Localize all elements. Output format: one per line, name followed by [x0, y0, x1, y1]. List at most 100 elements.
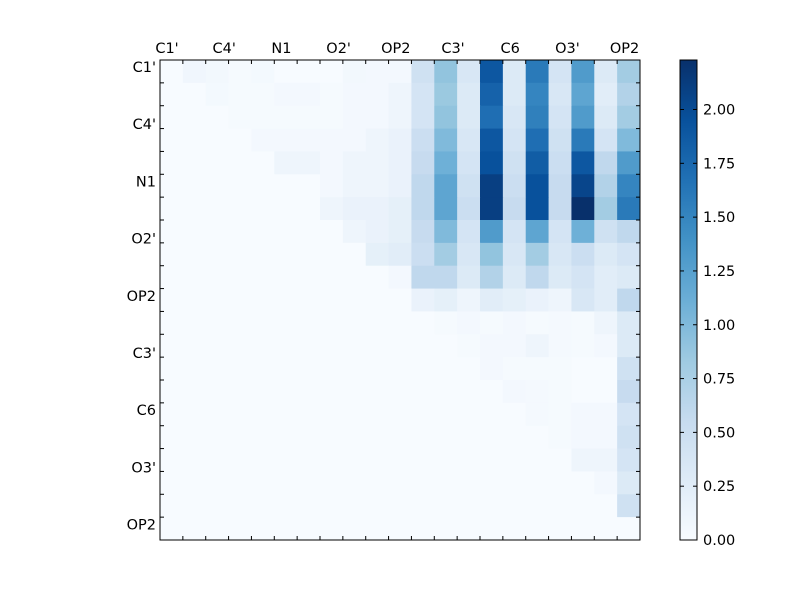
heatmap-cell — [160, 60, 184, 84]
heatmap-cell — [342, 105, 367, 129]
heatmap-cell — [251, 60, 275, 84]
y-tick-label: O2' — [131, 232, 156, 248]
heatmap-cell — [434, 197, 458, 221]
heatmap-cell — [617, 380, 641, 404]
heatmap-cell — [274, 151, 298, 175]
heatmap-cell — [525, 265, 549, 289]
heatmap-cell — [182, 334, 207, 358]
heatmap-cell — [434, 334, 458, 358]
heatmap-cell — [205, 517, 229, 541]
heatmap-cell — [434, 448, 458, 472]
heatmap-cell — [251, 517, 275, 541]
heatmap-cell — [228, 402, 252, 427]
colorbar-tick-label: 1.75 — [703, 156, 735, 172]
colorbar-tick-label: 0.75 — [703, 372, 735, 388]
heatmap-cell — [342, 357, 367, 381]
heatmap-cell — [274, 334, 298, 358]
heatmap-cell — [342, 60, 367, 84]
heatmap-cell — [274, 380, 298, 404]
heatmap-cell — [160, 334, 184, 358]
heatmap-cell — [342, 380, 367, 404]
heatmap-cell — [548, 334, 572, 358]
heatmap-cell — [182, 357, 207, 381]
heatmap-cell — [571, 334, 595, 358]
heatmap-cell — [571, 471, 595, 495]
x-tick-label: OP2 — [381, 41, 410, 57]
heatmap-cell — [365, 334, 389, 358]
heatmap-cell — [548, 197, 572, 221]
heatmap-cell — [457, 82, 481, 107]
heatmap-cell — [457, 151, 481, 175]
heatmap-cell — [342, 82, 367, 107]
heatmap-cell — [388, 151, 412, 175]
heatmap-cell — [274, 105, 298, 129]
heatmap-cell — [342, 197, 367, 221]
heatmap-cell — [251, 311, 275, 335]
heatmap-cell — [160, 471, 184, 495]
heatmap-cell — [594, 425, 618, 449]
heatmap-cell — [182, 425, 207, 449]
heatmap-cell — [434, 265, 458, 289]
heatmap-cell — [571, 242, 595, 267]
heatmap-cell — [502, 197, 527, 221]
heatmap-cell — [502, 265, 527, 289]
heatmap-cell — [411, 242, 435, 267]
heatmap-cell — [365, 60, 389, 84]
heatmap-cell — [594, 311, 618, 335]
heatmap-cell — [411, 105, 435, 129]
heatmap-cell — [228, 220, 252, 244]
heatmap-cell — [297, 60, 321, 84]
heatmap-cell — [228, 471, 252, 495]
heatmap-cell — [182, 471, 207, 495]
heatmap-cell — [160, 402, 184, 427]
heatmap-cell — [411, 197, 435, 221]
heatmap-cell — [182, 402, 207, 427]
heatmap-cell — [228, 265, 252, 289]
heatmap-cell — [388, 494, 412, 518]
heatmap-cell — [411, 174, 435, 198]
heatmap-cell — [594, 105, 618, 129]
heatmap-cell — [617, 448, 641, 472]
heatmap-cell — [457, 242, 481, 267]
heatmap-cell — [548, 471, 572, 495]
heatmap-cell — [320, 220, 344, 244]
heatmap-cell — [205, 60, 229, 84]
heatmap-cell — [388, 197, 412, 221]
heatmap-cell — [274, 60, 298, 84]
heatmap-cell — [205, 174, 229, 198]
heatmap-cell — [502, 82, 527, 107]
heatmap-cell — [182, 60, 207, 84]
heatmap-cell — [525, 311, 549, 335]
heatmap-cell — [434, 60, 458, 84]
heatmap-cell — [365, 357, 389, 381]
y-tick-label: OP2 — [127, 289, 156, 305]
heatmap-cell — [205, 105, 229, 129]
heatmap-cell — [525, 197, 549, 221]
heatmap-cell — [411, 517, 435, 541]
y-tick-label: C3' — [133, 346, 156, 362]
heatmap-cell — [411, 82, 435, 107]
heatmap-cell — [434, 174, 458, 198]
heatmap-cell — [571, 402, 595, 427]
heatmap-cell — [502, 334, 527, 358]
heatmap-cell — [251, 174, 275, 198]
heatmap-cell — [274, 288, 298, 312]
heatmap-cell — [480, 242, 504, 267]
heatmap-cell — [411, 60, 435, 84]
heatmap-cell — [160, 174, 184, 198]
heatmap-cell — [342, 265, 367, 289]
heatmap-cell — [480, 197, 504, 221]
heatmap-cell — [388, 242, 412, 267]
heatmap-cell — [205, 402, 229, 427]
heatmap-cell — [617, 128, 641, 152]
heatmap-cell — [228, 311, 252, 335]
heatmap-cell — [160, 197, 184, 221]
heatmap-cell — [594, 197, 618, 221]
heatmap-cell — [342, 128, 367, 152]
heatmap-cell — [205, 311, 229, 335]
heatmap-cell — [617, 151, 641, 175]
heatmap-cell — [274, 128, 298, 152]
heatmap-cell — [548, 174, 572, 198]
heatmap-cell — [388, 425, 412, 449]
heatmap-cell — [160, 494, 184, 518]
